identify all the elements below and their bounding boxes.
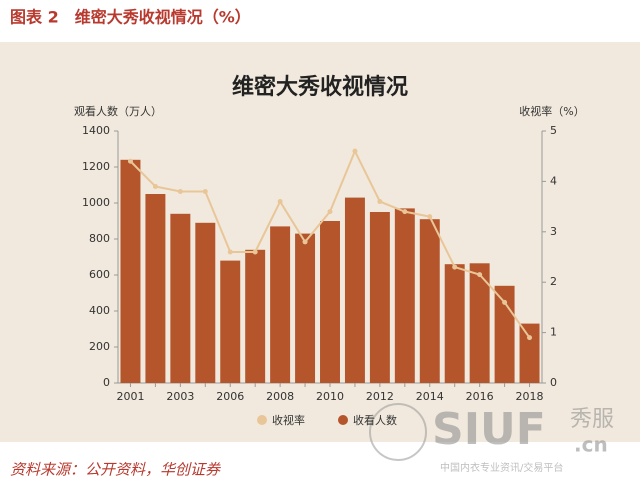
y-tick-label: 1000 (82, 196, 110, 209)
line-point (477, 272, 483, 278)
line-point (302, 239, 308, 245)
line-point (452, 264, 458, 270)
watermark-logo (369, 403, 427, 461)
x-tick-label: 2001 (116, 390, 144, 403)
y-tick-label: 400 (89, 304, 110, 317)
bar (369, 212, 390, 383)
bar (320, 221, 340, 383)
header: 图表 2 维密大秀收视情况（%） (10, 8, 251, 27)
line-point (152, 183, 158, 189)
bar (120, 159, 141, 383)
bar (444, 264, 465, 383)
line-point (252, 249, 258, 255)
x-tick-label: 2014 (416, 390, 444, 403)
y2-tick-label: 0 (550, 376, 557, 389)
x-tick-label: 2018 (516, 390, 544, 403)
bar (519, 323, 540, 383)
source: 资料来源：公开资料，华创证券 (10, 461, 221, 479)
line-point (377, 199, 383, 205)
line-point (227, 249, 233, 255)
line-point (177, 188, 183, 194)
bar (394, 208, 415, 383)
y2-axis-title: 收视率（%） (519, 104, 584, 118)
y-tick-label: 800 (89, 232, 110, 245)
watermark-brand: SIUF (432, 404, 546, 455)
legend-marker (338, 415, 348, 425)
y-tick-label: 0 (103, 376, 110, 389)
legend-label: 收视率 (272, 413, 305, 427)
x-tick-label: 2010 (316, 390, 344, 403)
watermark-domain: .cn (574, 433, 608, 457)
bar (195, 222, 216, 383)
bar (344, 197, 365, 383)
y-tick-label: 1200 (82, 160, 110, 173)
line-point (202, 188, 208, 194)
line-point (327, 209, 333, 215)
y2-tick-label: 3 (550, 225, 557, 238)
y2-tick-label: 1 (550, 326, 557, 339)
line-point (352, 148, 358, 154)
bar (170, 213, 191, 383)
line-point (127, 158, 133, 164)
x-tick-label: 2016 (466, 390, 494, 403)
bar (145, 194, 166, 383)
y-axis-title: 观看人数（万人） (74, 104, 162, 118)
line-point (402, 209, 408, 215)
x-tick-label: 2003 (166, 390, 194, 403)
x-tick-label: 2008 (266, 390, 294, 403)
bar (469, 263, 490, 383)
bar (419, 219, 440, 383)
y-tick-label: 600 (89, 268, 110, 281)
bar (220, 260, 241, 383)
x-tick-label: 2012 (366, 390, 394, 403)
y2-tick-label: 5 (550, 124, 557, 137)
watermark: SIUF 秀服 .cn 中国内衣专业资讯/交易平台 (369, 403, 614, 474)
watermark-cn: 秀服 (570, 407, 614, 432)
chart-title: 维密大秀收视情况 (232, 74, 408, 100)
legend-marker (257, 415, 267, 425)
line-point (427, 214, 433, 220)
watermark-slogan: 中国内衣专业资讯/交易平台 (440, 461, 563, 474)
y2-tick-label: 4 (550, 174, 557, 187)
y-tick-label: 200 (89, 340, 110, 353)
line-point (277, 199, 283, 205)
bar (270, 226, 291, 383)
line-point (502, 299, 508, 305)
bar (245, 249, 266, 383)
line-point (527, 335, 533, 341)
y2-tick-label: 2 (550, 275, 557, 288)
legend-label: 收看人数 (353, 413, 397, 427)
x-tick-label: 2006 (216, 390, 244, 403)
y-tick-label: 1400 (82, 124, 110, 137)
bar (295, 233, 316, 383)
